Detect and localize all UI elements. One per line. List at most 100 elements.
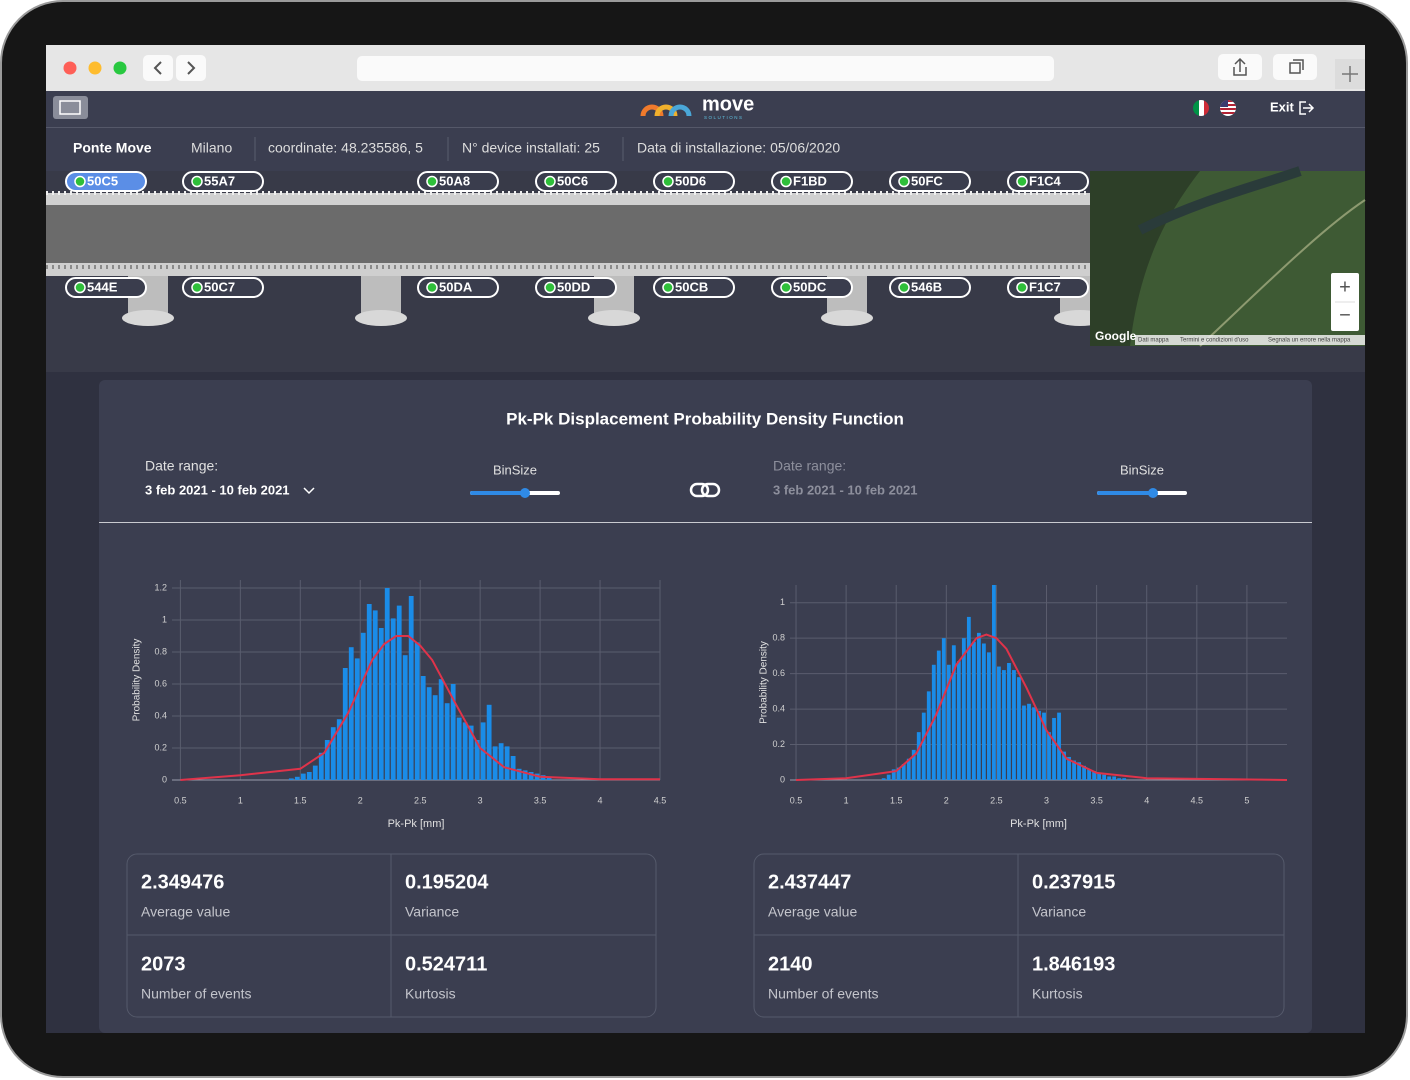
histogram-bar [396, 605, 402, 780]
sensor-pill[interactable]: F1BD [771, 171, 853, 192]
sensor-status [898, 281, 910, 294]
sensor-pill[interactable]: 50FC [889, 171, 971, 192]
forward-button[interactable] [176, 55, 206, 81]
maximize-button[interactable] [113, 61, 127, 75]
y-tick-label: 0 [162, 774, 167, 784]
histogram-bar [997, 666, 1001, 780]
sensor-label: F1C4 [1029, 173, 1062, 188]
histogram-bar [438, 679, 444, 780]
histogram-bar [342, 668, 348, 780]
histogram-bar [300, 773, 306, 780]
binsize-slider[interactable] [1097, 488, 1187, 498]
stat-value: 2140 [768, 953, 813, 975]
sensor-label: 55A7 [204, 173, 235, 188]
y-axis-label: Probability Density [759, 641, 770, 724]
histogram-bar [896, 767, 901, 780]
sensor-status [780, 281, 792, 294]
sensor-status [191, 175, 203, 188]
sensor-pill[interactable]: 50DD [535, 277, 617, 298]
chart-panel [99, 380, 1312, 1033]
sensor-pill[interactable]: 50D6 [653, 171, 735, 192]
histogram-bar [348, 647, 354, 780]
histogram-bar [986, 652, 991, 780]
y-tick-label: 0.8 [772, 633, 785, 643]
sensor-label: 50C7 [204, 279, 235, 294]
sensor-pill-bg [535, 171, 617, 192]
back-button[interactable] [143, 55, 173, 81]
map-forest [1090, 171, 1200, 346]
flag-italy[interactable] [1193, 100, 1210, 116]
sensor-pill[interactable]: 544E [65, 277, 147, 298]
histogram-bar [330, 727, 336, 780]
histogram-bar [941, 638, 946, 780]
sensor-pill[interactable]: 546B [889, 277, 971, 298]
sensor-label: 50CB [675, 279, 708, 294]
sensor-pill-bg [182, 171, 264, 192]
tabs-button[interactable] [1273, 54, 1317, 80]
sensor-pill[interactable]: 50DA [417, 277, 499, 298]
attribution-link[interactable]: Dati mappa [1138, 338, 1169, 344]
histogram-bar [976, 632, 981, 780]
close-button[interactable] [63, 61, 77, 75]
sensor-status [544, 175, 556, 188]
binsize-slider[interactable] [470, 488, 560, 498]
info-bar [46, 127, 1365, 171]
histogram-bar [1007, 663, 1011, 780]
histogram-bar [312, 765, 318, 780]
map-road [1199, 199, 1366, 347]
date-range-label: Date range: [773, 458, 846, 474]
fit-curve [795, 633, 1288, 781]
sensor-status [780, 175, 792, 188]
url-bar[interactable] [357, 56, 1054, 81]
sensor-pill[interactable]: 50DC [771, 277, 853, 298]
stat-value: 0.524711 [405, 953, 487, 975]
sensor-pill[interactable]: F1C7 [1007, 277, 1089, 298]
bridge-deck [46, 205, 1090, 263]
histogram-bar [408, 596, 414, 780]
sensor-pill[interactable]: 55A7 [182, 171, 264, 192]
sensor-label: 50DC [793, 279, 827, 294]
sensor-pill[interactable]: 50C7 [182, 277, 264, 298]
zoom-out[interactable]: − [1339, 304, 1351, 326]
sensor-pill[interactable]: F1C4 [1007, 171, 1089, 192]
y-tick-label: 0 [780, 774, 785, 784]
sensor-status [426, 281, 438, 294]
histogram-bar [528, 772, 534, 780]
histogram-bar [1002, 670, 1006, 780]
sensor-pill[interactable]: 50CB [653, 277, 735, 298]
histogram-bar [921, 712, 926, 780]
sidebar-toggle[interactable] [53, 96, 88, 119]
attribution-link[interactable]: Segnala un errore nella mappa [1268, 338, 1351, 344]
exit-icon [1299, 101, 1315, 115]
histogram-bar [1107, 776, 1112, 780]
google-logo: Google [1095, 329, 1137, 343]
pillar-cap [355, 310, 407, 326]
link-toggle[interactable] [689, 482, 721, 498]
x-tick-label: 4.5 [1191, 795, 1204, 805]
stat-label: Kurtosis [1032, 986, 1083, 1002]
sensor-label: 50DD [557, 279, 590, 294]
bridge-rail [46, 263, 1090, 276]
sensor-pill[interactable]: 50A8 [417, 171, 499, 192]
chart: 0.5 1 1.5 2 2.5 3 3.5 4 4.5 0 0.2 0.4 0.6 0.8 1 1.2 Pk-P… [132, 580, 666, 830]
date-range-select[interactable]: 3 feb 2021 - 10 feb 2021 [145, 482, 290, 497]
histogram-bar [1102, 774, 1107, 780]
sensor-pill-bg [417, 277, 499, 298]
minimize-button[interactable] [88, 61, 102, 75]
pillar-cap [588, 310, 640, 326]
sensor-pill[interactable]: 50C6 [535, 171, 617, 192]
zoom-in[interactable]: + [1339, 276, 1351, 298]
histogram-bar [450, 684, 456, 780]
exit-button[interactable]: Exit [1270, 99, 1295, 114]
sensor-pill[interactable]: 50C5 [65, 171, 147, 192]
map-river [1137, 166, 1302, 235]
histogram-bar [354, 658, 360, 780]
logo-arc [668, 104, 692, 117]
sensor-status [898, 175, 910, 188]
flag-usa[interactable] [1220, 100, 1236, 116]
attribution-link[interactable]: Termini e condizioni d'uso [1180, 338, 1249, 344]
histogram-bar [426, 687, 432, 780]
histogram-bar [324, 740, 330, 780]
histogram-bar [1087, 769, 1092, 780]
